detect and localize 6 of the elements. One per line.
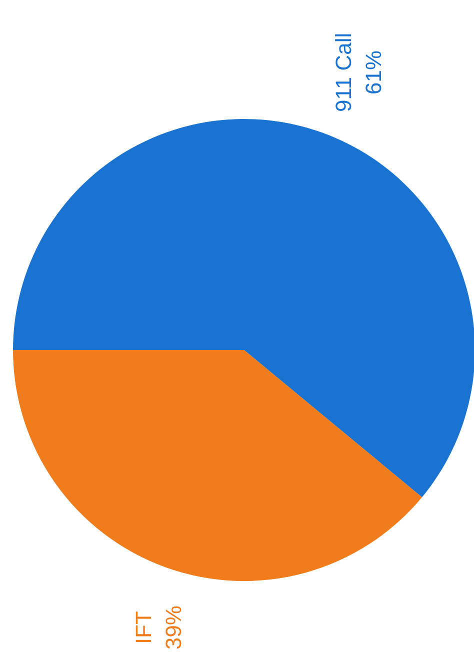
slice-label: 911 Call: [330, 32, 356, 112]
slice-label: IFT: [131, 611, 156, 644]
pie-slice: [13, 119, 474, 498]
pie-slice: [13, 350, 422, 581]
data-label: 39%: [161, 606, 186, 650]
data-label: 61%: [360, 50, 386, 94]
